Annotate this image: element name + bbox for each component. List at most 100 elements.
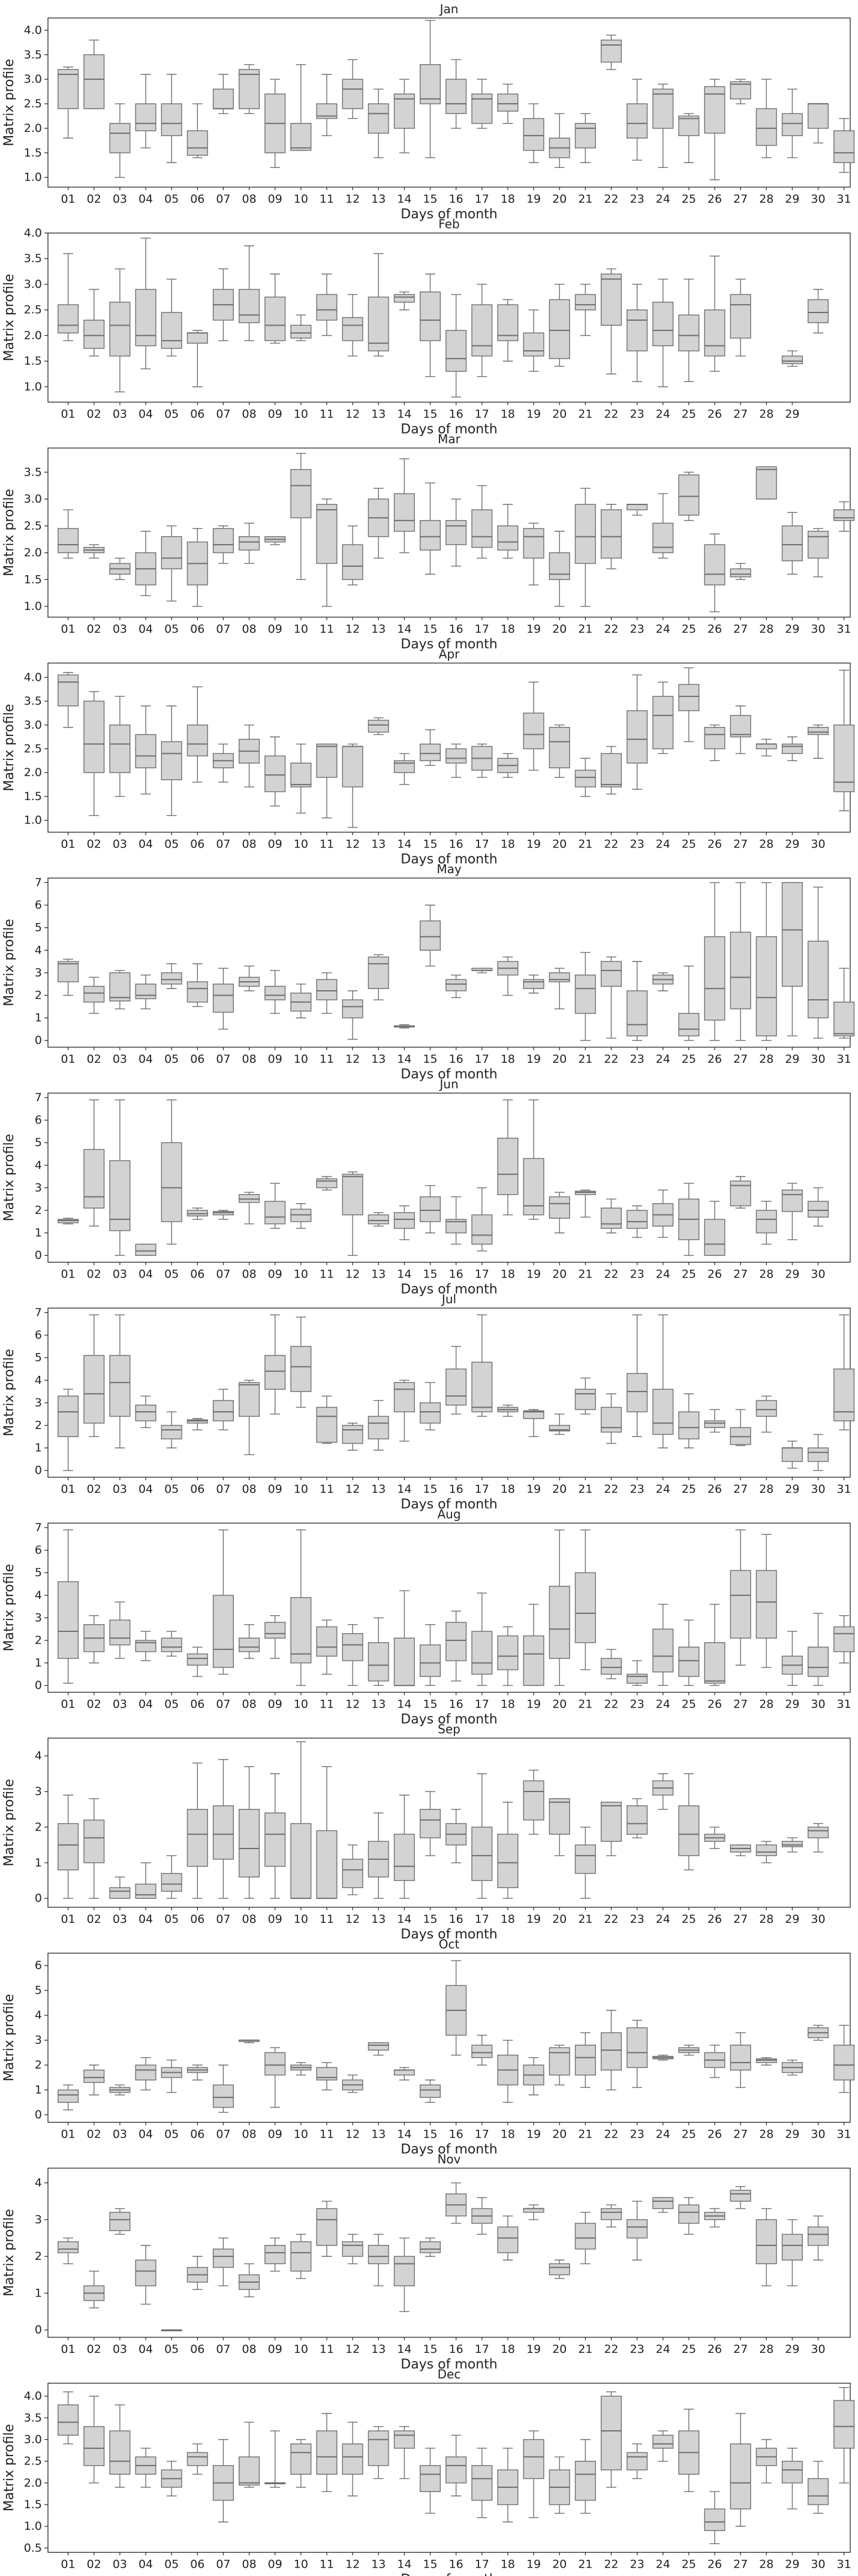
y-tick-label: 6 [35,1544,42,1557]
box-body [600,2032,622,2071]
box-apr-27 [730,705,751,755]
box-body [523,979,544,989]
x-tick-label: 27 [733,2128,748,2141]
box-body [781,2234,803,2261]
x-tick-label: 06 [190,2343,204,2356]
x-tick-label: 01 [61,1053,76,1066]
box-body [186,332,208,344]
box-body [678,1012,700,1036]
box-aug-23 [627,1660,648,1686]
box-body [574,974,596,1014]
box-body [627,2027,648,2068]
x-tick-label: 23 [630,1483,644,1496]
x-tick-label: 25 [682,1053,696,1066]
y-tick-label: 2.5 [24,2455,42,2468]
box-body [316,1406,338,1443]
x-tick-label: 25 [682,193,696,206]
x-tick-label: 27 [733,1268,748,1281]
x-tick-label: 07 [216,1483,230,1496]
x-tick-label: 28 [759,1913,773,1926]
x-tick-label: 30 [811,2558,825,2571]
box-body [730,2443,751,2509]
y-tick-label: 0 [35,2323,42,2337]
box-body [109,1619,131,1646]
x-tick-label: 27 [733,193,748,206]
box-jan-21 [574,113,596,163]
x-tick-label: 10 [294,1483,308,1496]
box-apr-23 [627,674,648,790]
box-jun-20 [549,1192,570,1234]
box-body [393,1637,415,1686]
box-jan-30 [807,103,829,144]
box-body [161,1142,182,1222]
box-may-18 [497,956,519,996]
x-tick-label: 20 [552,2558,567,2571]
y-tick-label: 3.5 [24,48,42,61]
y-tick-label: 4 [35,1373,42,1387]
box-body [161,312,182,349]
box-may-21 [574,952,596,1041]
box-aug-2 [83,1615,105,1664]
x-axis-label: Days of month [401,852,498,867]
box-body [342,317,363,341]
x-tick-label: 17 [475,2128,489,2141]
box-body [445,330,467,372]
box-body [290,762,312,787]
y-tick-label: 3 [35,2034,42,2047]
x-tick-label: 30 [811,1483,825,1496]
plot-frame [47,1092,851,1263]
x-tick-label: 26 [708,1483,722,1496]
box-body [264,1812,286,1867]
box-body [316,979,338,1000]
box-body [419,1196,441,1222]
box-body [342,1859,363,1889]
y-tick-label: 2.0 [24,2476,42,2490]
box-jul-21 [574,1377,596,1415]
box-body [186,2452,208,2466]
box-oct-29 [781,2060,803,2076]
box-jul-8 [239,1379,260,1456]
box-body [704,1642,725,1684]
box-oct-30 [807,2025,829,2041]
box-body [833,1626,855,1652]
x-tick-label: 27 [733,623,748,636]
box-feb-14 [393,291,415,311]
x-tick-label: 16 [449,2558,463,2571]
x-tick-label: 28 [759,2128,773,2141]
box-dec-15 [419,2448,441,2514]
x-tick-label: 07 [216,623,230,636]
chart-title: Dec [438,2367,461,2382]
box-body [342,544,363,581]
box-feb-3 [109,268,131,393]
x-tick-label: 04 [139,193,153,206]
box-apr-24 [652,681,674,755]
x-tick-label: 20 [552,2128,567,2141]
box-body [833,2045,855,2081]
box-body [393,2256,415,2286]
x-tick-label: 22 [604,1913,618,1926]
y-tick-label: 0 [35,1892,42,1905]
box-aug-11 [316,1619,338,1675]
box-jun-15 [419,1185,441,1234]
x-tick-label: 25 [682,1483,696,1496]
x-tick-label: 14 [397,408,411,421]
box-body [445,79,467,115]
box-feb-28 [781,350,803,367]
box-body [497,1137,519,1195]
box-feb-1 [58,253,79,341]
box-body [58,2404,79,2436]
box-may-14 [393,1024,415,1029]
box-body [471,2045,493,2058]
box-mar-31 [833,501,855,532]
x-tick-label: 16 [449,1483,463,1496]
x-tick-label: 12 [345,2128,360,2141]
box-oct-28 [755,2057,777,2066]
x-tick-label: 24 [656,2128,670,2141]
x-tick-label: 20 [552,623,567,636]
x-tick-label: 18 [501,2343,515,2356]
box-feb-7 [212,268,234,341]
x-tick-label: 04 [139,2128,153,2141]
x-tick-label: 10 [294,1268,308,1281]
box-body [807,1447,829,1462]
x-tick-label: 19 [526,1698,541,1711]
